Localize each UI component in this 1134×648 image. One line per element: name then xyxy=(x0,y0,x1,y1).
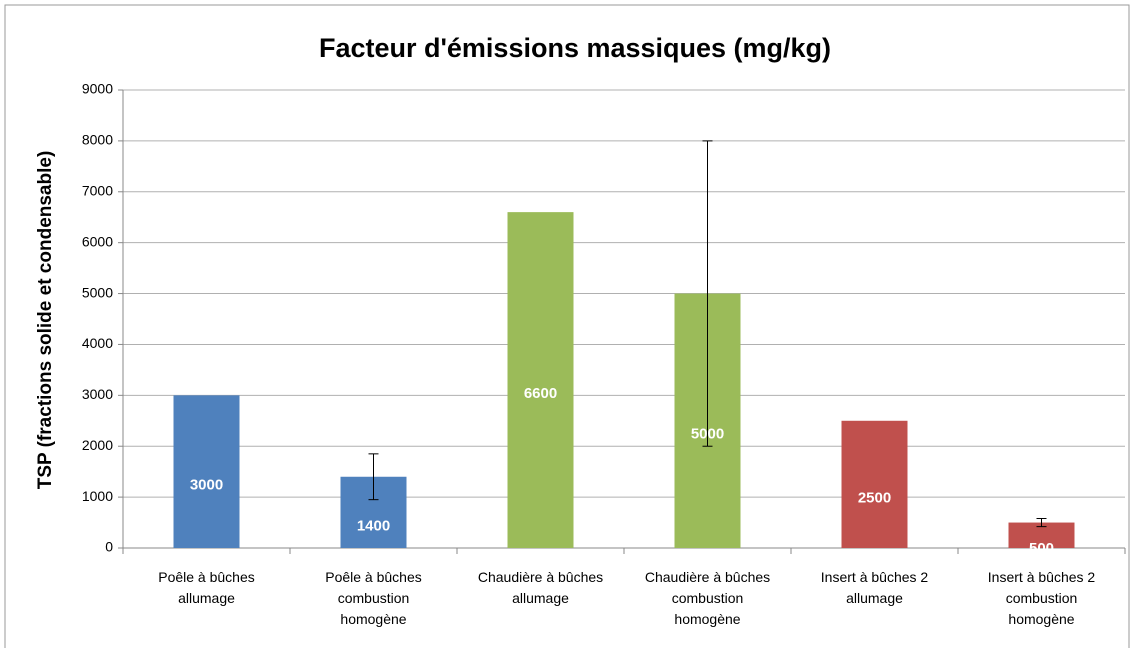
y-axis-label: TSP (fractions solide et condensable) xyxy=(35,151,56,490)
data-label: 2500 xyxy=(858,489,891,506)
data-label: 6600 xyxy=(524,385,557,402)
data-label: 500 xyxy=(1029,540,1054,557)
bar xyxy=(841,420,908,548)
bar xyxy=(507,212,574,548)
x-tick-label: Poêle à bûches allumage xyxy=(158,569,255,606)
chart-title: Facteur d'émissions massiques (mg/kg) xyxy=(319,33,831,63)
x-tick-label: Insert à bûches 2 allumage xyxy=(821,569,929,606)
y-tick-label: 8000 xyxy=(82,132,113,148)
y-tick-label: 5000 xyxy=(82,284,113,300)
data-label: 1400 xyxy=(357,517,390,534)
x-tick-label: Insert à bûches 2 combustion homogène xyxy=(988,569,1096,627)
y-tick-label: 4000 xyxy=(82,335,113,351)
y-tick-label: 0 xyxy=(105,539,113,555)
y-tick-label: 3000 xyxy=(82,386,113,402)
y-tick-label: 2000 xyxy=(82,437,113,453)
y-tick-label: 9000 xyxy=(82,81,113,97)
y-tick-label: 1000 xyxy=(82,488,113,504)
bar xyxy=(173,395,240,548)
x-tick-label: Poêle à bûches combustion homogène xyxy=(325,569,422,627)
y-tick-label: 7000 xyxy=(82,182,113,198)
y-tick-label: 6000 xyxy=(82,233,113,249)
x-tick-label: Chaudière à bûches allumage xyxy=(478,569,603,606)
x-tick-label: Chaudière à bûches combustion homogène xyxy=(645,569,770,627)
data-label: 3000 xyxy=(190,477,223,494)
